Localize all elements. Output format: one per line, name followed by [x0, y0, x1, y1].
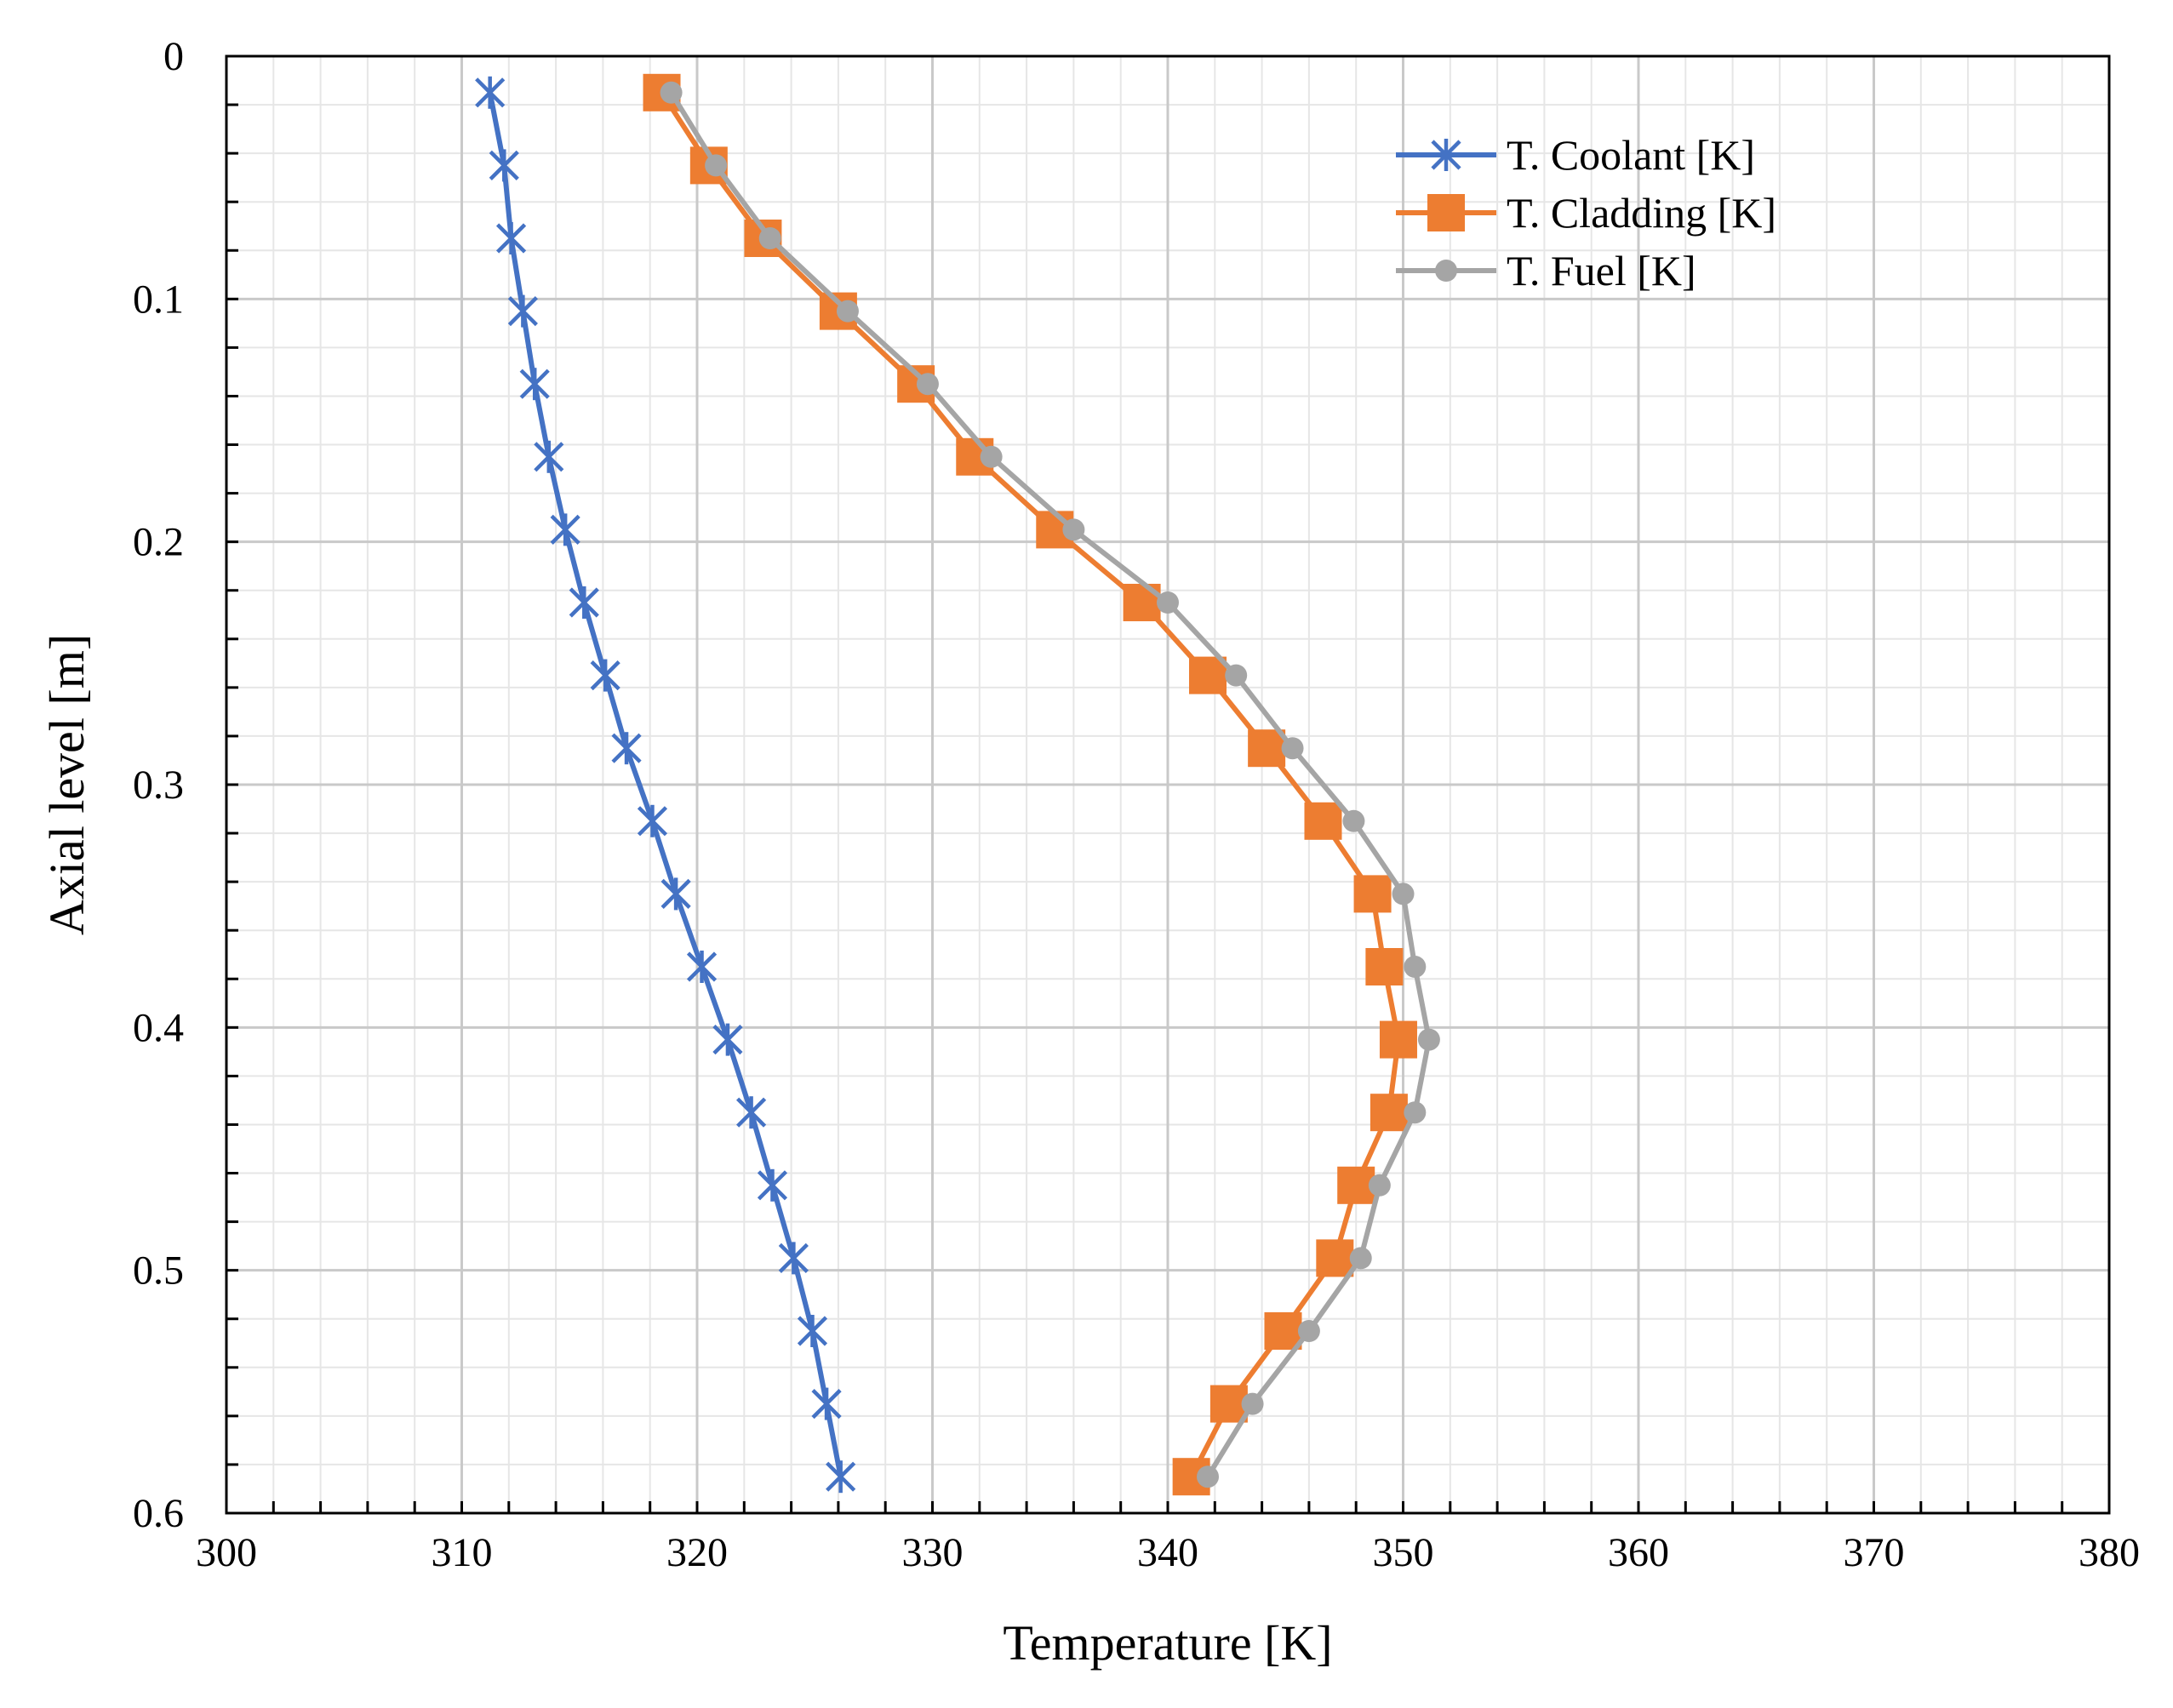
coolant-point	[507, 294, 538, 328]
coolant-point	[826, 1460, 856, 1494]
minor-ticks	[225, 54, 2111, 1515]
series-layer	[475, 73, 1440, 1496]
fuel-point	[1404, 1101, 1427, 1124]
y-tick-label: 0	[163, 34, 184, 79]
cladding-point	[1365, 948, 1404, 985]
coolant-point	[550, 513, 580, 546]
coolant-point	[757, 1168, 788, 1202]
y-tick-label: 0.4	[133, 1005, 184, 1050]
coolant-point	[590, 659, 620, 692]
fuel-point	[705, 154, 728, 177]
fuel-point	[1368, 1174, 1391, 1197]
coolant-line	[487, 92, 843, 1477]
fuel-point	[980, 445, 1003, 468]
x-tick-label: 360	[1608, 1530, 1669, 1575]
y-tick-label: 0.3	[133, 763, 184, 808]
y-tick-label: 0.6	[133, 1491, 184, 1536]
fuel-point	[1342, 809, 1365, 832]
legend-label: T. Coolant [K]	[1507, 131, 1755, 179]
x-axis-title: Temperature [K]	[1003, 1615, 1332, 1671]
fuel-point	[836, 300, 859, 323]
cladding-point	[1379, 1020, 1417, 1059]
legend-entry: T. Fuel [K]	[1396, 247, 1696, 294]
fuel-point	[1349, 1247, 1372, 1270]
fuel-point	[1197, 1465, 1220, 1488]
fuel-point	[1297, 1320, 1320, 1342]
fuel-point	[660, 81, 683, 104]
fuel-point	[916, 373, 939, 396]
coolant-point	[611, 732, 642, 765]
cladding-point	[1189, 656, 1227, 694]
cladding-point	[1427, 194, 1465, 231]
x-tick-label: 330	[902, 1530, 964, 1575]
x-tick-label: 350	[1373, 1530, 1434, 1575]
coolant-point	[475, 76, 506, 109]
legend-label: T. Fuel [K]	[1507, 247, 1696, 294]
y-tick-label: 0.2	[133, 520, 184, 565]
coolant-point	[797, 1315, 828, 1347]
cladding-point	[1370, 1094, 1408, 1132]
coolant-point	[811, 1387, 842, 1420]
x-tick-label: 320	[666, 1530, 728, 1575]
fuel-point	[1281, 737, 1304, 760]
fuel-point	[758, 227, 781, 249]
coolant-point	[495, 222, 527, 254]
y-tick-label: 0.1	[133, 277, 184, 322]
legend-label: T. Cladding [K]	[1507, 189, 1776, 237]
x-axis-tick-labels: 300 310 320 330 340 350 360 370 380	[196, 1530, 2140, 1575]
coolant-point	[736, 1096, 767, 1129]
major-gridlines	[226, 56, 2109, 1513]
legend-entry: T. Cladding [K]	[1396, 189, 1776, 237]
fuel-point	[1062, 518, 1085, 541]
x-tick-label: 300	[196, 1530, 257, 1575]
cladding-point	[1248, 729, 1286, 768]
x-tick-label: 380	[2079, 1530, 2140, 1575]
fuel-point	[1435, 260, 1457, 282]
fuel-line	[669, 91, 1432, 1478]
y-axis-tick-labels: 0 0.1 0.2 0.3 0.4 0.5 0.6	[133, 34, 184, 1536]
legend-entry: T. Coolant [K]	[1396, 131, 1755, 179]
cladding-point	[1304, 802, 1342, 840]
coolant-point	[534, 440, 564, 473]
y-tick-label: 0.5	[133, 1248, 184, 1294]
coolant-point	[489, 149, 519, 182]
coolant-point	[569, 586, 599, 619]
coolant-point	[1431, 139, 1461, 171]
coolant-point	[519, 368, 550, 401]
coolant-point	[712, 1023, 743, 1056]
fuel-point	[1417, 1028, 1440, 1051]
x-tick-label: 340	[1137, 1530, 1198, 1575]
fuel-point	[1392, 883, 1415, 905]
chart-legend: T. Coolant [K] T. Cladding [K] T. Fuel [K]	[1396, 131, 1776, 294]
cladding-point	[1353, 875, 1392, 913]
coolant-point	[637, 804, 668, 837]
x-tick-label: 310	[432, 1530, 493, 1575]
cladding-point	[1316, 1239, 1354, 1277]
fuel-point	[1225, 664, 1248, 687]
fuel-point	[1404, 956, 1427, 978]
fuel-point	[1241, 1392, 1264, 1415]
series-asterisk	[475, 76, 856, 1494]
cladding-point	[1264, 1312, 1302, 1350]
x-tick-label: 370	[1844, 1530, 1905, 1575]
series-circle	[660, 81, 1440, 1488]
coolant-point	[778, 1242, 809, 1275]
y-axis-title: Axial level [m]	[39, 634, 94, 935]
coolant-point	[660, 877, 691, 911]
coolant-point	[686, 951, 718, 983]
fuel-point	[1157, 591, 1179, 614]
